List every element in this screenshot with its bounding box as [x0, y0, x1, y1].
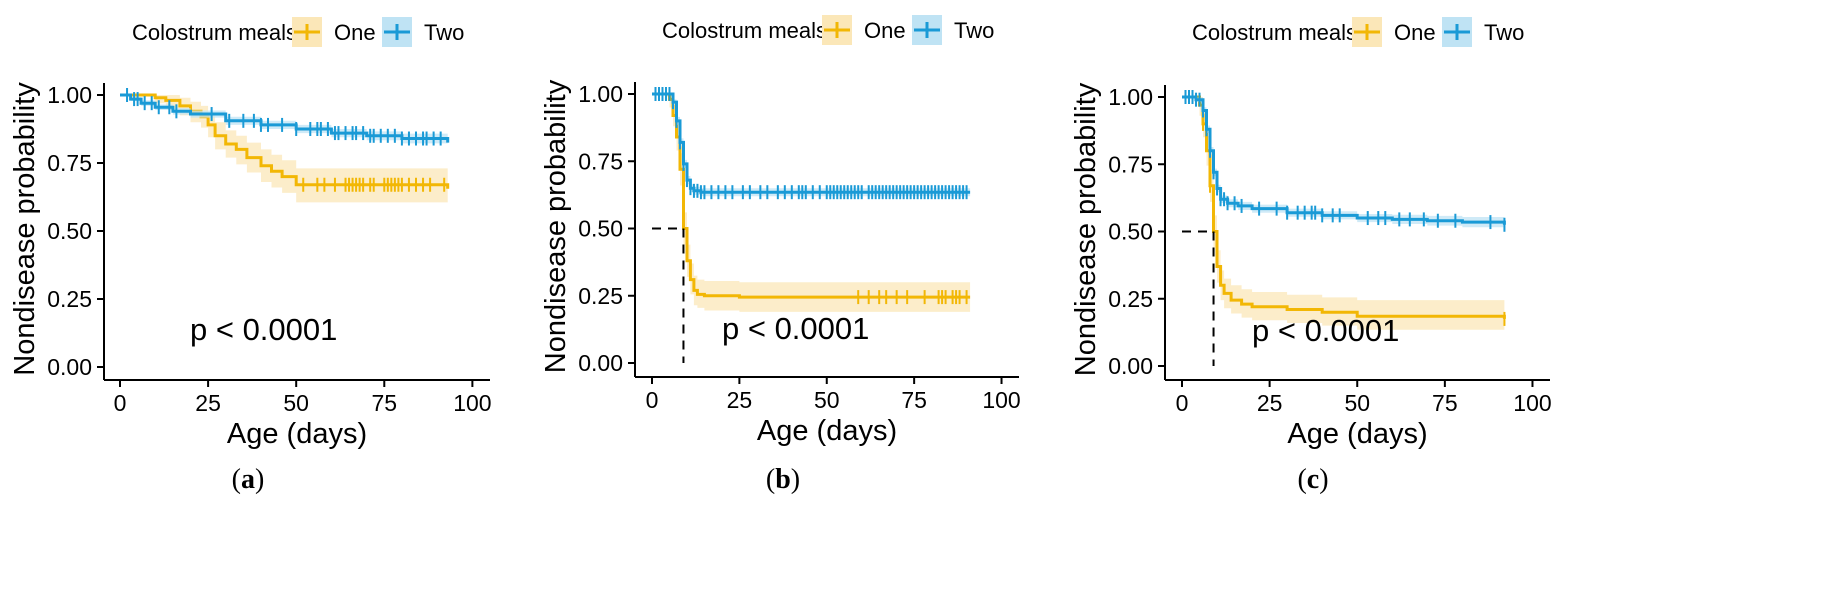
p-value-annotation: p < 0.0001: [190, 312, 337, 347]
series-one: [1182, 95, 1506, 334]
legend: Colostrum meals One Two: [662, 15, 994, 45]
y-tick-label: 0.25: [47, 286, 92, 312]
x-tick-label: 75: [901, 387, 927, 413]
x-tick-label: 100: [453, 390, 491, 416]
legend-label-two: Two: [424, 20, 464, 45]
legend-title: Colostrum meals: [662, 18, 827, 43]
panel-caption-open: (: [766, 464, 775, 495]
legend: Colostrum meals One Two: [1192, 17, 1524, 47]
x-axis-title: Age (days): [227, 418, 367, 450]
y-axis-title: Nondisease probability: [540, 79, 572, 373]
p-value-annotation: p < 0.0001: [1252, 313, 1399, 348]
legend-key-one: [1352, 17, 1382, 47]
y-tick-label: 0.25: [578, 283, 623, 309]
x-tick-label: 25: [727, 387, 753, 413]
x-tick-label: 100: [982, 387, 1020, 413]
x-axis-title: Age (days): [1287, 418, 1427, 450]
x-tick-label: 0: [646, 387, 659, 413]
panel-caption: (b): [766, 464, 800, 495]
y-axis-title: Nondisease probability: [1070, 82, 1102, 376]
y-tick-label: 0.75: [47, 150, 92, 176]
survival-curve-one: [120, 93, 450, 189]
panel-caption-close: ): [255, 464, 264, 495]
y-tick-label: 0.50: [47, 218, 92, 244]
series-two: [120, 88, 450, 148]
y-tick-label: 0.50: [578, 216, 623, 242]
legend-label-two: Two: [954, 18, 994, 43]
confidence-band-one: [652, 94, 971, 314]
y-tick-label: 0.75: [1108, 151, 1153, 177]
y-tick-label: 1.00: [47, 82, 92, 108]
x-tick-label: 25: [195, 390, 221, 416]
legend-title: Colostrum meals: [132, 20, 297, 45]
legend-key-one: [822, 15, 852, 45]
x-tick-label: 50: [814, 387, 840, 413]
legend: Colostrum meals One Two: [132, 17, 464, 47]
legend-title: Colostrum meals: [1192, 20, 1357, 45]
x-tick-label: 50: [1344, 390, 1370, 416]
y-tick-label: 1.00: [1108, 84, 1153, 110]
panel-caption: (a): [232, 464, 265, 495]
x-tick-label: 25: [1257, 390, 1283, 416]
panel-caption-letter: b: [775, 464, 791, 495]
panel-caption-open: (: [1297, 464, 1306, 495]
y-tick-label: 0.00: [578, 350, 623, 376]
series-one: [120, 93, 450, 210]
x-tick-label: 0: [1176, 390, 1189, 416]
confidence-band-two: [1182, 97, 1505, 231]
series-two: [1182, 90, 1506, 232]
p-value-annotation: p < 0.0001: [722, 311, 869, 346]
panel-caption-letter: c: [1307, 464, 1319, 495]
y-axis-title: Nondisease probability: [9, 82, 41, 376]
y-tick-label: 0.25: [1108, 286, 1153, 312]
y-tick-label: 0.50: [1108, 219, 1153, 245]
panel-caption-letter: a: [241, 464, 255, 495]
survival-curve-two: [120, 93, 450, 143]
confidence-band-one: [1182, 97, 1505, 334]
panel-b: Colostrum meals One Two 0.00 0.25 0.50 0.75 1.0…: [540, 15, 1021, 495]
confidence-band-two: [652, 94, 971, 197]
survival-curve-two: [652, 92, 971, 194]
x-tick-label: 50: [283, 390, 309, 416]
x-axis-title: Age (days): [757, 415, 897, 447]
y-tick-label: 1.00: [578, 81, 623, 107]
legend-key-two: [382, 17, 412, 47]
panel-caption-close: ): [791, 464, 800, 495]
panel-caption: (c): [1297, 464, 1328, 495]
x-tick-label: 100: [1513, 390, 1551, 416]
series-two: [652, 87, 971, 200]
panel-caption-close: ): [1319, 464, 1328, 495]
panel-c: Colostrum meals One Two 0.00 0.25 0.50 0.75 1.0…: [1070, 17, 1552, 495]
legend-label-one: One: [334, 20, 376, 45]
legend-label-one: One: [1394, 20, 1436, 45]
legend-key-two: [1442, 17, 1472, 47]
y-tick-label: 0.75: [578, 148, 623, 174]
legend-key-one: [292, 17, 322, 47]
series-one: [652, 92, 971, 314]
y-tick-label: 0.00: [47, 354, 92, 380]
panel-caption-open: (: [232, 464, 241, 495]
legend-label-one: One: [864, 18, 906, 43]
y-tick-label: 0.00: [1108, 353, 1153, 379]
x-tick-label: 0: [114, 390, 127, 416]
x-tick-label: 75: [1432, 390, 1458, 416]
panel-a: Colostrum meals One Two 0.00 0.25 0.50 0.75 1.0…: [9, 17, 492, 495]
legend-label-two: Two: [1484, 20, 1524, 45]
confidence-band-one: [120, 95, 448, 210]
x-tick-label: 75: [371, 390, 397, 416]
legend-key-two: [912, 15, 942, 45]
